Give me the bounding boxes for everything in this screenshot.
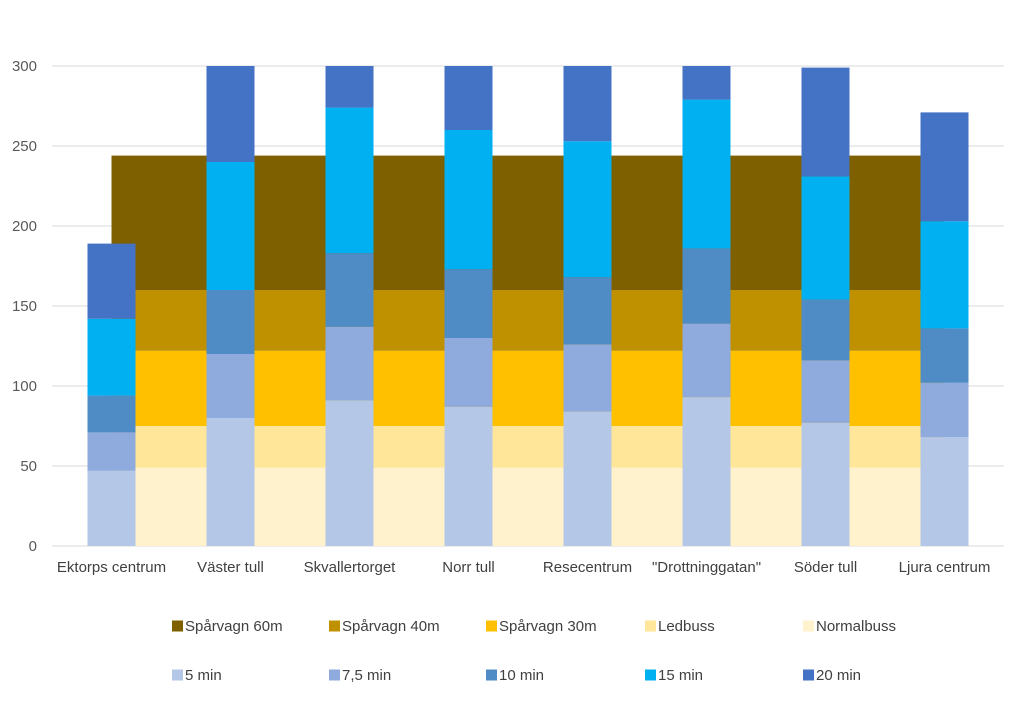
legend-label: Ledbuss: [658, 618, 715, 635]
bar-segment: [325, 326, 374, 401]
bar-segment: [801, 299, 850, 361]
bar-segment: [206, 162, 255, 290]
frequency-bars: [87, 66, 969, 546]
y-axis: 0 50 100 150 200 250 300: [12, 58, 37, 555]
bar-segment: [444, 130, 493, 270]
legend-label: Spårvagn 30m: [499, 618, 597, 635]
bar-segment: [87, 432, 136, 471]
x-tick-label: Väster tull: [197, 559, 264, 576]
bar-segment: [206, 418, 255, 546]
bar-segment: [920, 328, 969, 383]
bar-segment: [920, 221, 969, 329]
x-tick-label: Ljura centrum: [899, 559, 991, 576]
bar-segment: [444, 338, 493, 407]
bar-segment: [563, 66, 612, 142]
legend-label: 20 min: [816, 667, 861, 684]
x-tick-label: Ektorps centrum: [57, 559, 166, 576]
bar-segment: [682, 99, 731, 249]
bar-segment: [920, 437, 969, 546]
x-axis: Ektorps centrum Väster tull Skvallertorget…: [57, 559, 990, 576]
bar-segment: [563, 344, 612, 412]
bar-segment: [206, 354, 255, 418]
bar-segment: [801, 176, 850, 300]
bar-segment: [682, 397, 731, 546]
legend-label: 10 min: [499, 667, 544, 684]
x-tick-label: Norr tull: [442, 559, 495, 576]
bar-segment: [206, 66, 255, 162]
legend-swatch: [645, 620, 656, 632]
legend-swatch: [172, 620, 183, 632]
x-tick-label: Resecentrum: [543, 559, 632, 576]
legend-label: 7,5 min: [342, 667, 391, 684]
y-tick-label: 250: [12, 138, 37, 155]
bar-segment: [920, 382, 969, 438]
legend-swatch: [486, 669, 497, 681]
legend-swatch: [486, 620, 497, 632]
x-tick-label: Söder tull: [794, 559, 857, 576]
legend-label: Spårvagn 60m: [185, 618, 283, 635]
legend-swatch: [329, 620, 340, 632]
bar-segment: [87, 470, 136, 546]
bar-segment: [87, 395, 136, 433]
legend-label: Normalbuss: [816, 618, 896, 635]
legend-label: Spårvagn 40m: [342, 618, 440, 635]
bar-segment: [682, 248, 731, 324]
legend-label: 15 min: [658, 667, 703, 684]
bar-segment: [563, 277, 612, 345]
bar-segment: [563, 141, 612, 278]
y-tick-label: 200: [12, 218, 37, 235]
y-tick-label: 150: [12, 298, 37, 315]
bar-segment: [682, 66, 731, 100]
legend-swatch: [803, 669, 814, 681]
bar-segment: [325, 107, 374, 254]
bar-segment: [444, 406, 493, 546]
x-tick-label: Skvallertorget: [304, 559, 397, 576]
legend-label: 5 min: [185, 667, 222, 684]
bar-segment: [87, 243, 136, 319]
bar-segment: [801, 67, 850, 177]
bar-segment: [801, 422, 850, 546]
bar-segment: [920, 112, 969, 222]
legend-swatch: [645, 669, 656, 681]
legend: Spårvagn 60m Spårvagn 40m Spårvagn 30m Ledb…: [172, 618, 896, 684]
bar-segment: [87, 318, 136, 396]
x-tick-label: "Drottninggatan": [652, 559, 761, 576]
legend-swatch: [172, 669, 183, 681]
y-tick-label: 100: [12, 378, 37, 395]
y-tick-label: 0: [29, 538, 37, 555]
bar-segment: [682, 323, 731, 398]
bar-segment: [325, 66, 374, 108]
y-tick-label: 300: [12, 58, 37, 75]
legend-swatch: [329, 669, 340, 681]
bar-segment: [206, 290, 255, 354]
bar-segment: [563, 411, 612, 546]
bar-segment: [444, 269, 493, 338]
y-tick-label: 50: [20, 458, 37, 475]
bar-segment: [801, 360, 850, 423]
bar-segment: [325, 253, 374, 327]
bar-segment: [444, 66, 493, 130]
bar-segment: [325, 400, 374, 546]
legend-swatch: [803, 620, 814, 632]
